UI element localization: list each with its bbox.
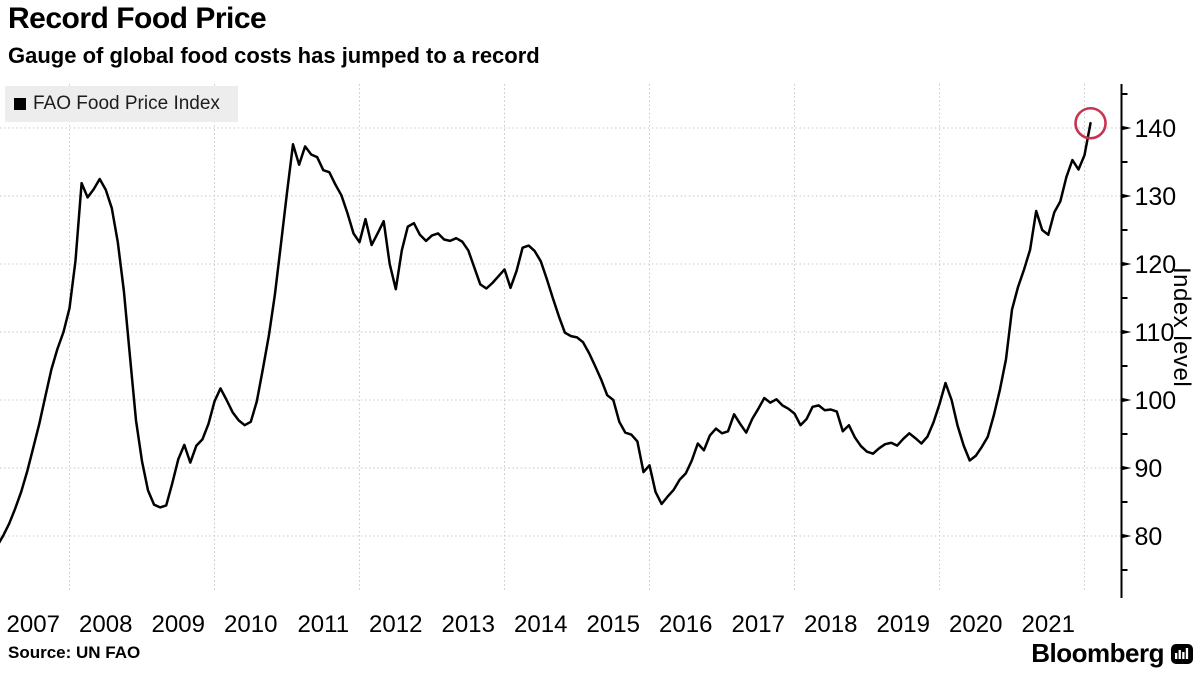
bloomberg-media-icon bbox=[1171, 643, 1193, 664]
x-tick-label: 2013 bbox=[442, 611, 495, 638]
x-tick-label: 2007 bbox=[7, 611, 60, 638]
page-title: Record Food Price bbox=[8, 2, 267, 35]
x-tick-label: 2014 bbox=[514, 611, 567, 638]
legend: FAO Food Price Index bbox=[5, 86, 238, 122]
chart-subtitle: Gauge of global food costs has jumped to… bbox=[8, 43, 540, 68]
x-tick-label: 2018 bbox=[804, 611, 857, 638]
fao-index-line bbox=[0, 121, 1092, 544]
y-minor-tick bbox=[1121, 297, 1128, 299]
y-tick-label: 140 bbox=[1135, 115, 1177, 143]
y-tick-label: 110 bbox=[1135, 319, 1175, 347]
y-minor-tick bbox=[1121, 161, 1128, 163]
y-tick-label: 80 bbox=[1135, 523, 1163, 551]
y-major-tick bbox=[1121, 465, 1132, 471]
legend-swatch-icon bbox=[14, 98, 26, 110]
x-tick-label: 2012 bbox=[369, 611, 422, 638]
y-minor-tick bbox=[1121, 93, 1128, 95]
brand-lockup: Bloomberg bbox=[1031, 638, 1193, 669]
y-minor-tick bbox=[1121, 433, 1128, 435]
record-circle-annotation bbox=[1074, 106, 1107, 140]
x-tick-label: 2020 bbox=[949, 611, 1002, 638]
x-tick-label: 2019 bbox=[877, 611, 930, 638]
x-tick-label: 2009 bbox=[152, 611, 205, 638]
x-tick-label: 2010 bbox=[224, 611, 277, 638]
y-tick-label: 100 bbox=[1135, 387, 1177, 415]
y-minor-tick bbox=[1121, 365, 1128, 367]
y-tick-label: 130 bbox=[1135, 183, 1177, 211]
y-major-tick bbox=[1121, 533, 1132, 539]
y-tick-label: 90 bbox=[1135, 455, 1163, 483]
y-minor-tick bbox=[1121, 229, 1128, 231]
x-tick-label: 2015 bbox=[587, 611, 640, 638]
x-tick-label: 2011 bbox=[297, 611, 349, 638]
x-tick-label: 2016 bbox=[659, 611, 712, 638]
y-major-tick bbox=[1121, 193, 1132, 199]
bloomberg-wordmark: Bloomberg bbox=[1031, 638, 1164, 668]
x-tick-label: 2017 bbox=[732, 611, 785, 638]
y-major-tick bbox=[1121, 125, 1132, 131]
source-note: Source: UN FAO bbox=[8, 643, 141, 662]
y-major-tick bbox=[1121, 329, 1132, 335]
x-tick-label: 2008 bbox=[79, 611, 132, 638]
y-axis-title: Index level bbox=[1168, 267, 1195, 388]
y-major-tick bbox=[1121, 261, 1132, 267]
y-tick-label: 120 bbox=[1135, 251, 1177, 279]
x-tick-label: 2021 bbox=[1022, 611, 1075, 638]
y-minor-tick bbox=[1121, 569, 1128, 571]
legend-label: FAO Food Price Index bbox=[33, 93, 220, 114]
y-minor-tick bbox=[1121, 501, 1128, 503]
y-major-tick bbox=[1121, 397, 1132, 403]
